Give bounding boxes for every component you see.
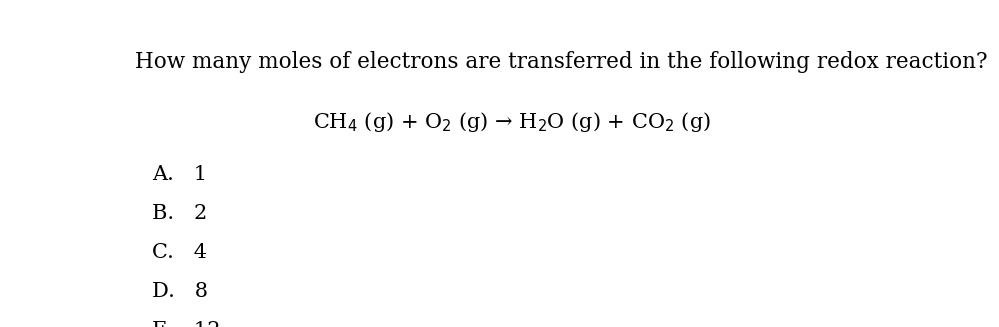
Text: E.   12: E. 12 <box>152 321 221 327</box>
Text: B.   2: B. 2 <box>152 204 207 223</box>
Text: A.   1: A. 1 <box>152 165 207 184</box>
Text: CH$_4$ (g) + O$_2$ (g) → H$_2$O (g) + CO$_2$ (g): CH$_4$ (g) + O$_2$ (g) → H$_2$O (g) + CO… <box>313 110 711 134</box>
Text: C.   4: C. 4 <box>152 243 207 262</box>
Text: How many moles of electrons are transferred in the following redox reaction?: How many moles of electrons are transfer… <box>135 51 987 73</box>
Text: D.   8: D. 8 <box>152 282 208 301</box>
